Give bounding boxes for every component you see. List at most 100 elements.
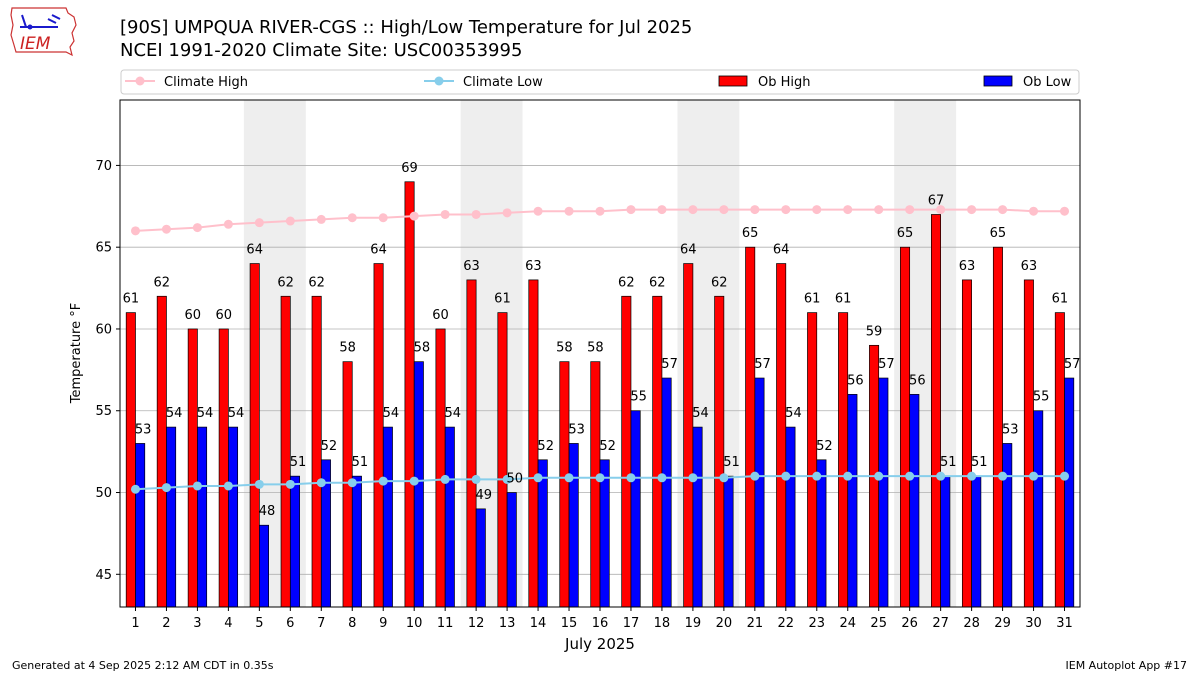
ob-low-label: 51: [352, 455, 369, 470]
climate-high-point: [564, 206, 574, 216]
climate-low-point: [1060, 471, 1070, 481]
y-tick-label: 55: [95, 404, 112, 419]
ob-high-bar: [869, 344, 880, 608]
y-axis-label: Temperature °F: [69, 303, 84, 404]
x-tick-label: 27: [932, 616, 949, 631]
legend-ob-low-label: Ob Low: [1023, 75, 1072, 90]
climate-low-point: [626, 473, 636, 483]
ob-low-bar: [630, 410, 641, 608]
ob-high-bar: [714, 295, 725, 608]
ob-low-label: 57: [661, 357, 678, 372]
ob-low-label: 52: [321, 439, 338, 454]
legend-ob-high-label: Ob High: [758, 75, 811, 90]
ob-low-label: 54: [445, 406, 462, 421]
x-tick-label: 30: [1025, 616, 1042, 631]
ob-high-label: 60: [185, 308, 202, 323]
ob-low-bar: [475, 508, 486, 608]
legend-climate-high-label: Climate High: [164, 75, 248, 90]
climate-low-point: [874, 471, 884, 481]
x-tick-label: 11: [437, 616, 454, 631]
climate-high-point: [812, 205, 822, 215]
ob-low-label: 54: [692, 406, 709, 421]
ob-high-label: 58: [339, 341, 356, 356]
ob-low-bar: [351, 475, 362, 608]
ob-high-bar: [218, 328, 229, 608]
ob-low-label: 49: [476, 488, 493, 503]
ob-high-bar: [528, 279, 539, 608]
chart-title: [90S] UMPQUA RIVER-CGS :: High/Low Tempe…: [120, 17, 693, 38]
ob-low-label: 54: [785, 406, 802, 421]
climate-low-line: [135, 475, 1065, 491]
ob-low-label: 56: [847, 373, 864, 388]
ob-high-label: 61: [494, 292, 511, 307]
ob-low-bar: [413, 361, 424, 608]
weekend-shading: [243, 100, 957, 607]
ob-high-bar: [992, 246, 1003, 608]
ob-high-bar: [961, 279, 972, 608]
climate-high-point: [409, 211, 419, 221]
ob-low-label: 54: [383, 406, 400, 421]
ob-low-label: 57: [754, 357, 771, 372]
climate-low-point: [564, 473, 574, 483]
ob-high-bar: [838, 312, 849, 608]
x-tick-label: 3: [193, 616, 201, 631]
x-tick-label: 25: [870, 616, 887, 631]
climate-high-point: [905, 205, 915, 215]
y-tick-label: 60: [95, 322, 112, 337]
ob-high-label: 63: [1021, 259, 1038, 274]
ob-low-bar: [166, 426, 177, 608]
ob-high-label: 63: [463, 259, 480, 274]
climate-low-point: [409, 476, 419, 486]
ob-low-bar: [1002, 443, 1013, 608]
climate-high-point: [316, 214, 326, 224]
climate-low-point: [750, 471, 760, 481]
climate-low-point: [843, 471, 853, 481]
x-tick-label: 13: [499, 616, 516, 631]
climate-high-point: [843, 205, 853, 215]
ob-high-bar: [776, 263, 787, 608]
climate-high-point: [130, 226, 140, 236]
x-tick-label: 1: [131, 616, 139, 631]
ob-low-label: 52: [599, 439, 616, 454]
ob-low-bar: [940, 475, 951, 608]
x-tick-label: 22: [778, 616, 795, 631]
ob-low-label: 57: [878, 357, 895, 372]
ob-low-label: 53: [1002, 422, 1019, 437]
ob-high-bar: [590, 361, 601, 608]
ob-low-label: 54: [166, 406, 183, 421]
ob-high-label: 62: [154, 275, 171, 290]
climate-high-point: [440, 209, 450, 219]
legend-climate-high-marker: [135, 76, 145, 86]
legend-climate-low-label: Climate Low: [463, 75, 543, 90]
ob-high-label: 62: [618, 275, 635, 290]
iem-logo: IEM: [10, 7, 77, 57]
x-tick-label: 16: [592, 616, 609, 631]
legend: Climate High Climate Low Ob High Ob Low: [120, 69, 1080, 95]
ob-high-bar: [280, 295, 291, 608]
ob-low-bar: [878, 377, 889, 608]
footer-generated: Generated at 4 Sep 2025 2:12 AM CDT in 0…: [12, 659, 274, 672]
ob-low-label: 51: [971, 455, 988, 470]
logo-text: IEM: [20, 34, 51, 54]
climate-low-point: [223, 481, 233, 491]
legend-box: [120, 69, 1080, 95]
climate-high-point: [1029, 206, 1039, 216]
climate-low-point: [595, 473, 605, 483]
ob-high-label: 61: [123, 292, 140, 307]
ob-high-label: 64: [246, 243, 263, 258]
weather-station-icon: [20, 14, 61, 28]
ob-high-bar: [621, 295, 632, 608]
ob-low-label: 54: [197, 406, 214, 421]
iowa-outline-icon: [10, 7, 77, 57]
legend-climate-low-marker: [434, 76, 444, 86]
x-tick-label: 26: [901, 616, 918, 631]
ob-low-label: 56: [909, 373, 926, 388]
climate-high-point: [285, 216, 295, 226]
ob-low-bar: [971, 475, 982, 608]
x-tick-label: 4: [224, 616, 232, 631]
ob-high-label: 60: [215, 308, 232, 323]
ob-high-label: 60: [432, 308, 449, 323]
ob-low-label: 51: [290, 455, 307, 470]
climate-low-point: [967, 471, 977, 481]
ob-low-bar: [228, 426, 239, 608]
